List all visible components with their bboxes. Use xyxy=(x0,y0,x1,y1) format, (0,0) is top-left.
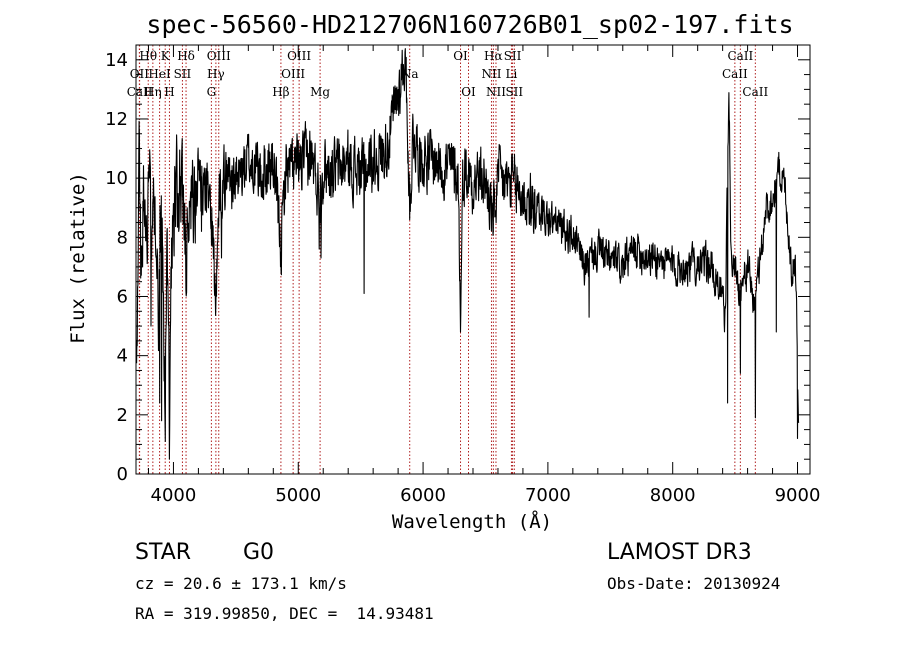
flux-series xyxy=(136,48,800,460)
spectral-line-label: CaII xyxy=(727,49,753,63)
spectral-line-label: Hα xyxy=(484,49,503,63)
y-tick-label: 10 xyxy=(105,168,128,189)
redshift-value: cz = 20.6 ± 173.1 km/s xyxy=(135,574,347,593)
object-class: STAR xyxy=(135,540,192,565)
x-tick-label: 5000 xyxy=(275,485,321,506)
x-tick-label: 4000 xyxy=(151,485,197,506)
spectral-line-label: H xyxy=(164,85,174,99)
spectral-line-label: OII xyxy=(130,67,150,81)
spectral-line-label: SII xyxy=(504,49,522,63)
spectral-line-label: CaII xyxy=(742,85,768,99)
spectral-line-label: CaII xyxy=(722,67,748,81)
y-tick-label: 4 xyxy=(117,346,128,367)
spectral-line-label: K xyxy=(161,49,171,63)
spectral-line-label: OIII xyxy=(281,67,305,81)
spectral-line-label: OI xyxy=(461,85,476,99)
spectral-line-label: NII xyxy=(486,85,506,99)
spectral-line-label: OI xyxy=(453,49,468,63)
axis-ticks: 4000 5000 6000 7000 8000 9000 0 2 4 6 8 10 12 14 xyxy=(105,45,820,506)
spectral-line-label: CaII xyxy=(127,85,153,99)
spectral-line-label: OIII xyxy=(207,49,231,63)
y-tick-label: 2 xyxy=(117,405,128,426)
spectral-line-label: Hβ xyxy=(272,85,289,99)
y-tick-label: 8 xyxy=(117,227,128,248)
spectral-line-label: Hη xyxy=(144,85,162,99)
spectral-line-label: Li xyxy=(506,67,518,81)
spectrum-chart: spec-56560-HD212706N160726B01_sp02-197.f… xyxy=(67,10,820,533)
spectral-line-label: Hθ xyxy=(139,49,157,63)
spectral-line-label: SII xyxy=(505,85,523,99)
y-tick-label: 6 xyxy=(117,286,128,307)
coordinates: RA = 319.99850, DEC = 14.93481 xyxy=(135,604,434,623)
x-tick-label: 7000 xyxy=(525,485,571,506)
y-tick-label: 14 xyxy=(105,50,128,71)
chart-title: spec-56560-HD212706N160726B01_sp02-197.f… xyxy=(146,10,793,39)
observation-date: Obs-Date: 20130924 xyxy=(607,574,781,593)
object-subclass: G0 xyxy=(243,540,275,565)
spectral-line-label: OIII xyxy=(287,49,311,63)
spectral-line-label: Hδ xyxy=(177,49,195,63)
y-tick-label: 0 xyxy=(117,464,128,485)
survey-name: LAMOST DR3 xyxy=(607,540,752,565)
spectral-line-label: Mg xyxy=(310,85,330,99)
y-axis-label: Flux (relative) xyxy=(67,172,89,344)
spectral-line-label: SII xyxy=(174,67,192,81)
y-tick-label: 12 xyxy=(105,109,128,130)
spectral-line-label: HeI xyxy=(148,67,171,81)
spectral-line-label: G xyxy=(207,85,217,99)
spectral-line-label: Hγ xyxy=(207,67,225,81)
x-tick-label: 6000 xyxy=(400,485,446,506)
x-tick-label: 8000 xyxy=(650,485,696,506)
x-axis-label: Wavelength (Å) xyxy=(392,510,552,533)
x-tick-label: 9000 xyxy=(775,485,821,506)
flux-line xyxy=(136,48,800,460)
spectral-line-label: NII xyxy=(481,67,501,81)
